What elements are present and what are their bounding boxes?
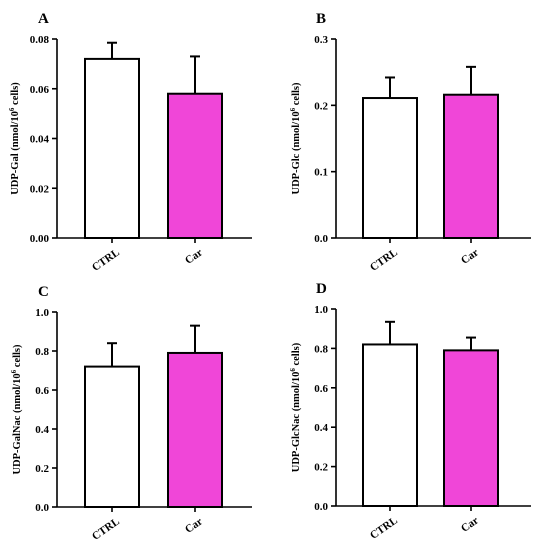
y-axis-label: UDP-Glc (nmol/106 cells)	[289, 82, 302, 194]
y-tick-label: 0.0	[314, 233, 328, 245]
x-category-label: CTRL	[90, 247, 122, 274]
y-axis-label-end: cells)	[10, 82, 21, 108]
panel-a: A 0.00 0.02 0.04 0.06 0.08 UDP-Gal (nmol/106 c…	[8, 11, 252, 274]
x-category-label: CTRL	[90, 516, 122, 543]
y-tick-label: 0.00	[30, 233, 50, 245]
y-tick-label: 0.0	[314, 501, 328, 513]
panel-letter: C	[38, 284, 49, 300]
bar-ctrl	[362, 97, 418, 239]
y-axis-label: UDP-GlcNac (nmol/106 cells)	[289, 342, 302, 472]
bar-car	[167, 92, 223, 239]
y-axis-label-main: UDP-GalNac (nmol/10	[12, 373, 23, 474]
y-tick-label: 1.0	[35, 307, 49, 319]
panel-letter: D	[316, 281, 327, 297]
panel-letter: A	[38, 11, 49, 27]
x-category-label: Car	[183, 515, 205, 535]
bar-car	[443, 93, 499, 239]
y-tick-label: 0.4	[314, 422, 328, 434]
bar-car	[167, 351, 223, 509]
y-tick-label: 0.2	[314, 100, 328, 112]
y-tick-label: 0.02	[30, 183, 50, 195]
y-tick-label: 1.0	[314, 304, 328, 316]
y-tick-label: 0.6	[35, 385, 49, 397]
y-tick-label: 0.0	[35, 502, 49, 514]
panel-d: D 0.0 0.2 0.4 0.6 0.8 1.0 UDP-GlcNac (nmol/106 …	[289, 281, 531, 542]
bar-car	[443, 349, 499, 507]
x-category-label: Car	[183, 246, 205, 266]
x-category-label: CTRL	[368, 515, 400, 542]
y-tick-label: 0.2	[35, 463, 49, 475]
x-category-label: CTRL	[368, 247, 400, 274]
y-axis-label-main: UDP-Gal (nmol/10	[10, 111, 21, 195]
panel-c: C 0.0 0.2 0.4 0.6 0.8 1.0 UDP-GalNac (nmol/106 …	[10, 284, 252, 543]
y-axis-label-sup: 6	[289, 107, 297, 111]
y-axis-label-end: cells)	[12, 344, 23, 370]
y-tick-label: 0.8	[35, 346, 49, 358]
panel-letter: B	[316, 11, 326, 27]
bar-ctrl	[362, 343, 418, 507]
y-tick-label: 0.06	[30, 84, 50, 96]
y-tick-label: 0.04	[30, 134, 50, 146]
y-tick-label: 0.6	[314, 383, 328, 395]
bar-ctrl	[84, 57, 140, 240]
y-axis-label-end: cells)	[291, 82, 302, 108]
y-axis-label-sup: 6	[10, 369, 18, 373]
bar-ctrl	[84, 365, 140, 508]
y-axis-label-main: UDP-Glc (nmol/10	[291, 111, 302, 194]
y-axis-label-sup: 6	[289, 368, 297, 372]
y-tick-label: 0.08	[30, 34, 50, 46]
panel-b: B 0.0 0.1 0.2 0.3 UDP-Glc (nmol/106 cells) CTR…	[289, 11, 531, 274]
y-axis-label: UDP-GalNac (nmol/106 cells)	[10, 344, 23, 475]
y-tick-label: 0.8	[314, 343, 328, 355]
y-axis-label-end: cells)	[291, 342, 302, 368]
x-category-label: Car	[459, 514, 481, 534]
y-axis-label-main: UDP-GlcNac (nmol/10	[291, 372, 302, 473]
y-tick-label: 0.4	[35, 424, 49, 436]
y-axis-label-sup: 6	[8, 107, 16, 111]
x-category-label: Car	[459, 246, 481, 266]
y-tick-label: 0.3	[314, 34, 328, 46]
y-axis-label: UDP-Gal (nmol/106 cells)	[8, 82, 21, 195]
y-tick-label: 0.2	[314, 462, 328, 474]
y-tick-label: 0.1	[314, 167, 328, 179]
